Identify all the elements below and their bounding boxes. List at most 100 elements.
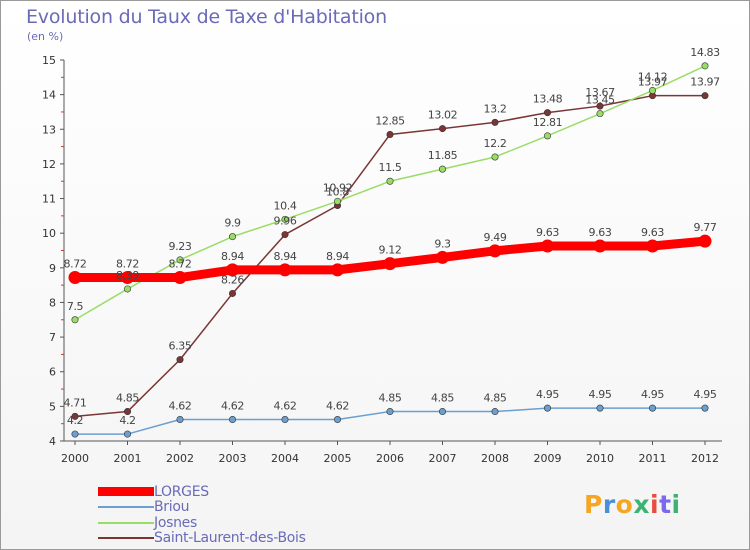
data-point-josnes <box>701 62 709 70</box>
data-label-josnes: 9.9 <box>224 217 241 230</box>
data-point-briou <box>281 416 289 424</box>
y-tick-label: 5 <box>49 400 56 413</box>
data-point-saint-laurent-des-bois <box>386 130 394 138</box>
data-point-lorges <box>68 271 82 285</box>
data-label-lorges: 8.72 <box>116 258 139 271</box>
data-point-saint-laurent-des-bois <box>596 102 604 110</box>
data-point-josnes <box>386 177 394 185</box>
x-tick-label: 2008 <box>481 452 509 465</box>
legend-label-josnes: Josnes <box>154 514 197 531</box>
chart-unit-label: (en %) <box>27 30 64 43</box>
chart-legend: LORGES Briou Josnes Saint-Laurent-des-Bo… <box>98 484 306 546</box>
data-point-lorges <box>121 271 134 285</box>
legend-swatch-saint-laurent-des-bois <box>98 537 154 540</box>
data-label-saint-laurent-des-bois: 6.35 <box>169 340 192 353</box>
y-tick-label: 6 <box>49 366 56 379</box>
data-point-briou <box>386 408 394 416</box>
legend-item-josnes: Josnes <box>98 515 306 531</box>
chart-title: Evolution du Taux de Taxe d'Habitation <box>26 6 387 28</box>
logo-letter: i <box>650 490 660 519</box>
legend-swatch-briou <box>98 506 154 509</box>
x-tick-label: 2005 <box>324 452 352 465</box>
data-point-lorges <box>331 263 344 277</box>
data-point-saint-laurent-des-bois <box>438 125 446 133</box>
data-label-lorges: 8.72 <box>64 258 87 271</box>
data-label-josnes: 10.4 <box>274 199 297 212</box>
data-point-lorges <box>488 244 502 258</box>
data-label-saint-laurent-des-bois: 13.97 <box>690 76 720 89</box>
data-point-briou <box>648 404 656 412</box>
data-point-saint-laurent-des-bois <box>701 92 709 100</box>
data-point-josnes <box>543 132 551 140</box>
data-label-briou: 4.62 <box>169 400 192 413</box>
data-label-lorges: 9.63 <box>641 226 664 239</box>
x-tick-label: 2002 <box>166 452 194 465</box>
data-label-briou: 4.62 <box>326 400 349 413</box>
data-label-josnes: 11.5 <box>379 161 402 174</box>
data-label-josnes: 12.81 <box>533 116 563 129</box>
logo-letter: r <box>602 490 616 519</box>
data-label-saint-laurent-des-bois: 13.2 <box>484 102 507 115</box>
x-tick-label: 2009 <box>534 452 562 465</box>
data-point-saint-laurent-des-bois <box>124 408 132 416</box>
legend-label-lorges: LORGES <box>154 483 209 500</box>
data-label-briou: 4.95 <box>641 388 664 401</box>
x-tick-label: 2007 <box>429 452 457 465</box>
data-point-josnes <box>176 256 184 264</box>
data-label-josnes: 12.2 <box>484 137 507 150</box>
data-label-lorges: 8.94 <box>221 250 244 263</box>
data-point-saint-laurent-des-bois <box>281 231 289 239</box>
data-point-lorges <box>173 271 187 285</box>
data-label-lorges: 9.63 <box>589 226 612 239</box>
data-label-lorges: 9.77 <box>694 221 717 234</box>
data-point-briou <box>176 416 184 424</box>
data-label-briou: 4.62 <box>221 400 244 413</box>
y-tick-label: 14 <box>42 89 56 102</box>
legend-item-saint-laurent-des-bois: Saint-Laurent-des-Bois <box>98 530 306 547</box>
x-tick-label: 2011 <box>639 452 667 465</box>
data-label-saint-laurent-des-bois: 13.48 <box>533 93 563 106</box>
data-label-lorges: 8.94 <box>326 250 349 263</box>
data-point-josnes <box>333 197 341 205</box>
data-label-lorges: 8.94 <box>274 250 297 263</box>
x-tick-label: 2000 <box>61 452 89 465</box>
data-point-saint-laurent-des-bois <box>229 289 237 297</box>
data-label-josnes: 11.85 <box>428 149 458 162</box>
data-label-saint-laurent-des-bois: 4.71 <box>64 396 87 409</box>
data-point-josnes <box>596 110 604 118</box>
data-label-saint-laurent-des-bois: 8.26 <box>221 273 244 286</box>
data-label-saint-laurent-des-bois: 12.85 <box>375 114 405 127</box>
data-point-lorges <box>698 234 712 248</box>
data-label-briou: 4.85 <box>484 392 507 405</box>
data-point-josnes <box>71 316 79 324</box>
data-label-josnes: 13.45 <box>585 94 615 107</box>
data-label-josnes: 10.92 <box>323 181 353 194</box>
data-label-saint-laurent-des-bois: 13.02 <box>428 109 458 122</box>
x-tick-label: 2006 <box>376 452 404 465</box>
data-point-josnes <box>648 86 656 94</box>
data-label-saint-laurent-des-bois: 4.85 <box>116 392 139 405</box>
x-tick-label: 2010 <box>586 452 614 465</box>
logo-letter: t <box>659 490 672 519</box>
data-point-josnes <box>229 233 237 241</box>
data-point-josnes <box>438 165 446 173</box>
data-label-josnes: 9.23 <box>169 240 192 253</box>
data-point-briou <box>596 404 604 412</box>
data-label-lorges: 9.63 <box>536 226 559 239</box>
legend-label-saint-laurent-des-bois: Saint-Laurent-des-Bois <box>154 530 306 547</box>
y-tick-label: 12 <box>42 158 56 171</box>
data-label-josnes: 7.5 <box>67 300 84 313</box>
data-point-saint-laurent-des-bois <box>71 412 79 420</box>
data-point-lorges <box>383 257 397 271</box>
logo-letter: i <box>671 490 681 519</box>
series-data-labels: 8.72 8.72 8.72 8.94 8.94 8.94 9.12 9.3 9.49 9.63 9… <box>64 46 721 427</box>
data-label-josnes: 8.39 <box>116 269 139 282</box>
data-point-lorges <box>278 263 292 277</box>
data-point-lorges <box>226 263 239 277</box>
data-label-briou: 4.95 <box>694 388 717 401</box>
legend-swatch-lorges <box>98 487 154 497</box>
legend-item-briou: Briou <box>98 499 306 515</box>
data-label-saint-laurent-des-bois: 13.67 <box>585 86 615 99</box>
logo-letter: x <box>633 490 650 519</box>
